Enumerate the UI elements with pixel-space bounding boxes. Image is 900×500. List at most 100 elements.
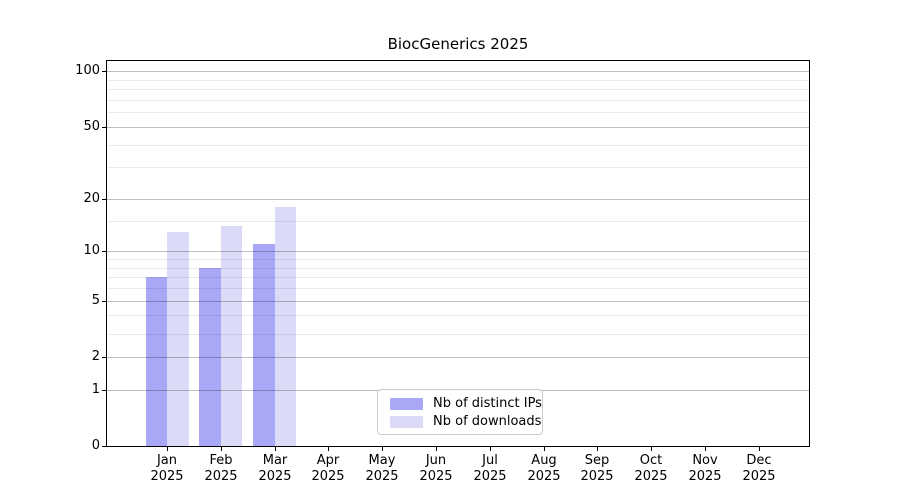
x-tick-label-apr: Apr 2025 (296, 453, 360, 485)
major-gridline (107, 356, 809, 358)
legend-label-distinct-ips: Nb of distinct IPs (433, 396, 542, 411)
x-tick-year: 2025 (742, 469, 776, 484)
y-tick (102, 251, 106, 252)
x-tick (436, 447, 437, 451)
x-tick (651, 447, 652, 451)
bar-distinct-ips-feb (199, 267, 221, 446)
y-tick-label: 5 (91, 293, 100, 308)
x-tick (221, 447, 222, 451)
y-tick (102, 390, 106, 391)
x-tick-label-nov: Nov 2025 (673, 453, 737, 485)
x-tick (275, 447, 276, 451)
legend-swatch-distinct-ips (390, 398, 423, 410)
y-tick (102, 199, 106, 200)
minor-gridline (107, 167, 809, 169)
y-tick-label: 20 (83, 191, 100, 206)
x-tick-year: 2025 (527, 469, 561, 484)
x-tick-month: Oct (639, 453, 663, 468)
minor-gridline (107, 79, 809, 81)
x-tick (759, 447, 760, 451)
x-tick-month: Sep (584, 453, 610, 468)
y-tick (102, 127, 106, 128)
y-tick-label: 100 (75, 63, 100, 78)
x-tick-label-mar: Mar 2025 (243, 453, 307, 485)
x-tick-year: 2025 (688, 469, 722, 484)
major-gridline (107, 126, 809, 128)
bar-downloads-feb (220, 226, 243, 446)
plot-inner (107, 61, 809, 446)
x-tick-year: 2025 (419, 469, 453, 484)
plot-area (106, 60, 810, 447)
x-tick-year: 2025 (634, 469, 668, 484)
y-tick (102, 357, 106, 358)
minor-gridline (107, 100, 809, 101)
x-tick-label-feb: Feb 2025 (189, 453, 253, 485)
x-tick-label-dec: Dec 2025 (727, 453, 791, 485)
legend-swatch-downloads (390, 416, 423, 428)
x-tick-year: 2025 (473, 469, 507, 484)
legend: Nb of distinct IPs Nb of downloads (377, 389, 543, 435)
x-tick-month: Aug (531, 453, 557, 468)
x-tick-month: Nov (692, 453, 718, 468)
major-gridline (107, 251, 809, 253)
bar-downloads-jan (167, 231, 189, 446)
x-tick (544, 447, 545, 451)
x-tick (382, 447, 383, 451)
x-tick-label-oct: Oct 2025 (619, 453, 683, 485)
minor-gridline (107, 259, 809, 261)
x-tick-label-jul: Jul 2025 (458, 453, 522, 485)
major-gridline (107, 300, 809, 302)
y-tick (102, 301, 106, 302)
x-tick-year: 2025 (365, 469, 399, 484)
minor-gridline (107, 333, 809, 335)
x-tick-label-sep: Sep 2025 (565, 453, 629, 485)
x-tick (597, 447, 598, 451)
x-tick-year: 2025 (258, 469, 292, 484)
x-tick (705, 447, 706, 451)
x-tick-month: May (368, 453, 396, 468)
minor-gridline (107, 315, 809, 317)
x-tick-month: Apr (316, 453, 340, 468)
bar-downloads-mar (274, 207, 297, 446)
y-tick-label: 0 (91, 438, 100, 453)
major-gridline (107, 198, 809, 200)
y-tick (102, 446, 106, 447)
x-tick-year: 2025 (311, 469, 345, 484)
legend-label-downloads: Nb of downloads (433, 414, 542, 429)
x-tick-month: Jul (482, 453, 498, 468)
x-tick-month: Jan (156, 453, 178, 468)
x-tick-label-aug: Aug 2025 (512, 453, 576, 485)
legend-row-downloads: Nb of downloads (378, 413, 542, 431)
x-tick-month: Dec (746, 453, 772, 468)
minor-gridline (107, 144, 809, 146)
bar-distinct-ips-mar (253, 244, 275, 446)
x-tick-month: Mar (262, 453, 288, 468)
x-tick (328, 447, 329, 451)
x-tick-month: Jun (425, 453, 447, 468)
minor-gridline (107, 220, 809, 222)
x-tick (167, 447, 168, 451)
y-tick-label: 1 (91, 382, 100, 397)
y-tick-label: 2 (91, 349, 100, 364)
x-tick-month: Feb (209, 453, 233, 468)
legend-row-distinct-ips: Nb of distinct IPs (378, 395, 542, 413)
x-tick-label-jun: Jun 2025 (404, 453, 468, 485)
x-tick-year: 2025 (204, 469, 238, 484)
x-tick-label-may: May 2025 (350, 453, 414, 485)
bar-distinct-ips-jan (145, 277, 167, 446)
minor-gridline (107, 288, 809, 290)
y-tick (102, 71, 106, 72)
chart-title: BiocGenerics 2025 (387, 35, 529, 53)
x-tick-label-jan: Jan 2025 (135, 453, 199, 485)
minor-gridline (107, 89, 809, 91)
major-gridline (107, 71, 809, 73)
y-tick-label: 10 (83, 243, 100, 258)
minor-gridline (107, 277, 809, 279)
minor-gridline (107, 112, 809, 114)
x-tick-year: 2025 (150, 469, 184, 484)
minor-gridline (107, 267, 809, 269)
x-tick (490, 447, 491, 451)
y-tick-label: 50 (83, 119, 100, 134)
x-tick-year: 2025 (580, 469, 614, 484)
